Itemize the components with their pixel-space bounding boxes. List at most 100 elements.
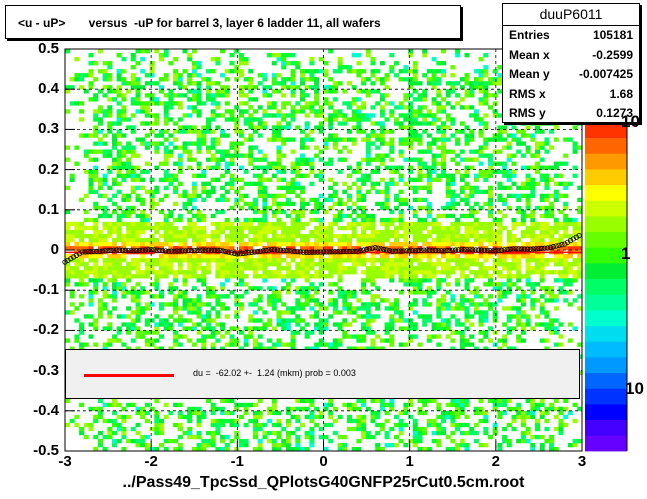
heatmap-cell (323, 85, 329, 90)
heatmap-cell (469, 262, 475, 267)
heatmap-cell (140, 49, 146, 54)
heatmap-cell (473, 254, 479, 259)
heatmap-cell (154, 338, 160, 343)
heatmap-cell (314, 229, 320, 235)
heatmap-cell (271, 225, 277, 231)
heatmap-cell (469, 137, 475, 142)
heatmap-cell (159, 254, 164, 259)
heatmap-cell (398, 310, 404, 315)
heatmap-cell (356, 346, 362, 351)
heatmap-cell (483, 97, 489, 102)
heatmap-cell (243, 109, 249, 114)
heatmap-cell (154, 282, 160, 287)
heatmap-cell (403, 69, 409, 74)
heatmap-cell (285, 310, 291, 315)
heatmap-cell (116, 93, 122, 98)
heatmap-cell (116, 117, 122, 122)
heatmap-cell (478, 318, 484, 323)
heatmap-cell (436, 225, 442, 231)
heatmap-cell (379, 153, 385, 158)
heatmap-cell (267, 406, 273, 412)
heatmap-cell (253, 205, 258, 211)
heatmap-cell (478, 101, 484, 106)
heatmap-cell (445, 290, 451, 295)
heatmap-cell (492, 422, 498, 428)
heatmap-cell (271, 81, 277, 86)
heatmap-cell (215, 225, 221, 231)
heatmap-cell (130, 149, 136, 154)
heatmap-cell (347, 105, 352, 110)
heatmap-cell (497, 446, 503, 452)
heatmap-cell (530, 302, 536, 307)
heatmap-cell (492, 245, 498, 251)
heatmap-cell (361, 81, 367, 86)
heatmap-cell (163, 113, 169, 118)
heatmap-cell (506, 241, 512, 247)
heatmap-cell (483, 330, 489, 335)
heatmap-cell (520, 165, 526, 170)
heatmap-cell (248, 302, 254, 307)
heatmap-cell (356, 177, 362, 182)
heatmap-cell (243, 181, 249, 186)
heatmap-cell (304, 346, 310, 351)
heatmap-cell (168, 105, 174, 110)
heatmap-cell (234, 217, 240, 223)
heatmap-cell (102, 270, 108, 275)
heatmap-cell (314, 245, 320, 251)
heatmap-cell (243, 225, 249, 231)
heatmap-cell (290, 334, 296, 339)
heatmap-cell (135, 221, 141, 227)
heatmap-cell (426, 221, 432, 227)
heatmap-cell (304, 446, 310, 452)
heatmap-cell (182, 69, 188, 74)
heatmap-cell (248, 245, 254, 251)
heatmap-cell (450, 418, 456, 424)
heatmap-cell (229, 61, 235, 66)
heatmap-cell (530, 446, 536, 452)
heatmap-cell (168, 410, 174, 416)
heatmap-cell (375, 258, 381, 263)
heatmap-cell (248, 225, 254, 231)
heatmap-cell (455, 410, 461, 416)
heatmap-cell (379, 97, 385, 102)
heatmap-cell (365, 330, 371, 335)
heatmap-cell (535, 282, 540, 287)
heatmap-cell (97, 302, 103, 307)
heatmap-cell (459, 302, 465, 307)
heatmap-cell (215, 258, 221, 263)
heatmap-cell (398, 173, 404, 178)
heatmap-cell (295, 298, 301, 303)
heatmap-cell (220, 209, 226, 215)
heatmap-cell (347, 81, 352, 86)
heatmap-cell (394, 270, 399, 275)
heatmap-cell (309, 430, 315, 436)
heatmap-cell (347, 241, 352, 247)
heatmap-cell (112, 97, 117, 102)
heatmap-cell (229, 418, 235, 424)
heatmap-cell (497, 65, 503, 70)
heatmap-cell (83, 274, 89, 279)
heatmap-cell (455, 322, 461, 327)
heatmap-cell (441, 173, 446, 178)
heatmap-cell (445, 414, 451, 420)
heatmap-cell (177, 426, 183, 432)
heatmap-cell (290, 77, 296, 82)
heatmap-cell (271, 446, 277, 452)
heatmap-cell (126, 314, 132, 319)
heatmap-cell (93, 446, 99, 452)
heatmap-cell (464, 77, 470, 82)
heatmap-cell (215, 338, 221, 343)
heatmap-cell (159, 426, 164, 432)
heatmap-cell (281, 141, 287, 146)
heatmap-cell (497, 258, 503, 263)
heatmap-cell (248, 229, 254, 235)
heatmap-cell (271, 398, 277, 404)
heatmap-cell (88, 173, 94, 178)
heatmap-cell (154, 346, 160, 351)
heatmap-cell (394, 181, 399, 186)
heatmap-cell (182, 225, 188, 231)
heatmap-cell (525, 225, 531, 231)
heatmap-cell (182, 258, 188, 263)
heatmap-cell (187, 426, 193, 432)
heatmap-cell (497, 217, 503, 223)
